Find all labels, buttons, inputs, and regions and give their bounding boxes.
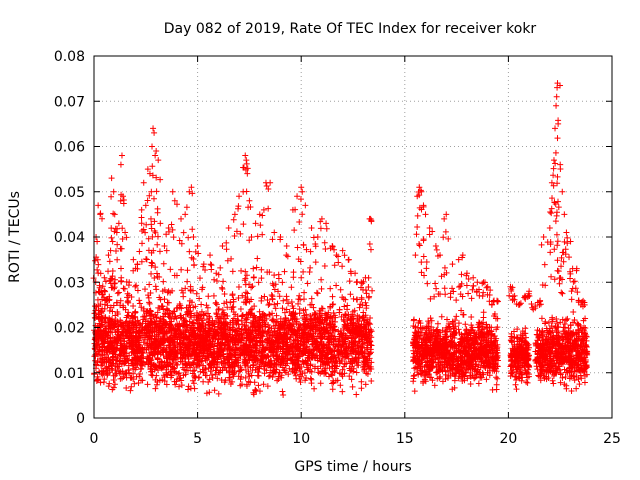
data-point: [221, 300, 228, 307]
data-point: [344, 306, 351, 313]
data-point: [168, 371, 175, 378]
data-point: [97, 379, 104, 386]
data-point: [311, 385, 318, 392]
data-point: [276, 293, 283, 300]
data-point: [268, 292, 275, 299]
data-point: [122, 306, 129, 313]
data-point: [136, 300, 143, 307]
data-point: [227, 299, 234, 306]
data-point: [208, 371, 215, 378]
data-point: [278, 374, 285, 381]
data-point: [175, 371, 182, 378]
data-point: [161, 296, 168, 303]
data-point: [266, 311, 273, 318]
data-point: [237, 305, 244, 312]
data-point: [205, 378, 212, 385]
data-point: [212, 300, 219, 307]
data-point: [337, 382, 344, 389]
data-point: [242, 367, 249, 374]
data-point: [235, 294, 242, 301]
data-point: [224, 304, 231, 311]
data-point: [123, 384, 130, 391]
data-point: [341, 303, 348, 310]
data-point: [180, 372, 187, 379]
data-point: [127, 387, 134, 394]
data-point: [163, 344, 170, 351]
data-point: [302, 306, 309, 313]
data-point: [368, 378, 375, 385]
data-point: [329, 386, 336, 393]
data-point: [172, 331, 179, 338]
data-point: [191, 367, 198, 374]
data-point: [353, 391, 360, 398]
data-point: [358, 385, 365, 392]
data-points: [90, 80, 591, 399]
data-point: [160, 352, 167, 359]
data-point: [248, 372, 255, 379]
data-point: [264, 296, 271, 303]
data-point: [239, 292, 246, 299]
data-point: [131, 380, 138, 387]
data-point: [176, 383, 183, 390]
data-point: [358, 343, 365, 350]
data-point: [339, 366, 346, 373]
data-point: [363, 305, 370, 312]
data-point: [280, 297, 287, 304]
data-point: [273, 343, 280, 350]
data-point: [275, 288, 282, 295]
data-point: [221, 290, 228, 297]
data-point: [111, 381, 118, 388]
data-point: [135, 379, 142, 386]
data-point: [117, 302, 124, 309]
data-point: [308, 295, 315, 302]
data-point: [163, 381, 170, 388]
data-point: [273, 319, 280, 326]
data-point: [282, 314, 289, 321]
data-point: [198, 301, 205, 308]
data-point: [211, 387, 218, 394]
data-point: [196, 295, 203, 302]
data-point: [353, 369, 360, 376]
data-point: [317, 380, 324, 387]
data-point: [329, 301, 336, 308]
data-point: [349, 383, 356, 390]
data-point: [203, 390, 210, 397]
data-point: [329, 372, 336, 379]
data-point: [215, 306, 222, 313]
data-point: [165, 299, 172, 306]
data-point: [186, 302, 193, 309]
data-point: [146, 349, 153, 356]
data-point: [158, 358, 165, 365]
data-point: [215, 305, 222, 312]
data-point: [154, 309, 161, 316]
data-point: [242, 374, 249, 381]
data-point: [213, 301, 220, 308]
data-point: [189, 377, 196, 384]
data-point: [224, 313, 231, 320]
data-point: [214, 375, 221, 382]
data-point: [152, 385, 159, 392]
grid: [94, 56, 612, 418]
data-point: [264, 383, 271, 390]
